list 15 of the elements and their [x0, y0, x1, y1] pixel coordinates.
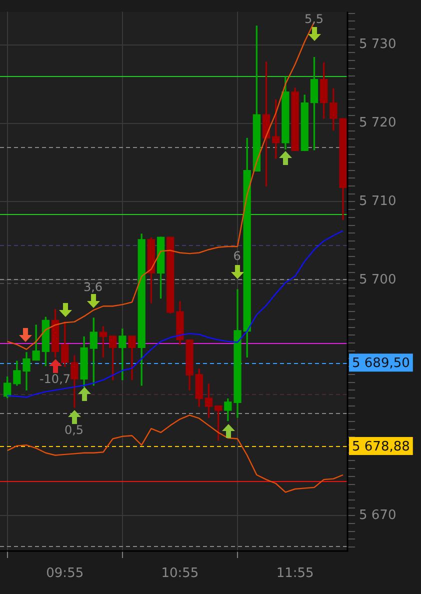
y-tick-label: 5 700 [359, 272, 396, 288]
y-tick-label: 5 720 [359, 116, 396, 131]
y-tick-label: 5 730 [359, 37, 396, 52]
annotation: 6 [233, 249, 241, 264]
annotation: 0,5 [64, 423, 84, 438]
x-tick-label: 11:55 [276, 566, 314, 582]
ref-line-label: 5 689,50 [352, 356, 410, 372]
annotation: 5,5 [304, 12, 324, 26]
x-tick-label: 09:55 [46, 566, 84, 582]
y-tick-label: 5 670 [359, 508, 396, 524]
annotation: -10,7 [39, 372, 71, 386]
ref-line-label: 5 678,88 [352, 439, 410, 454]
annotation: 3,6 [83, 280, 103, 294]
x-tick-label: 10:55 [161, 566, 199, 582]
y-tick-label: 5 710 [359, 194, 396, 210]
